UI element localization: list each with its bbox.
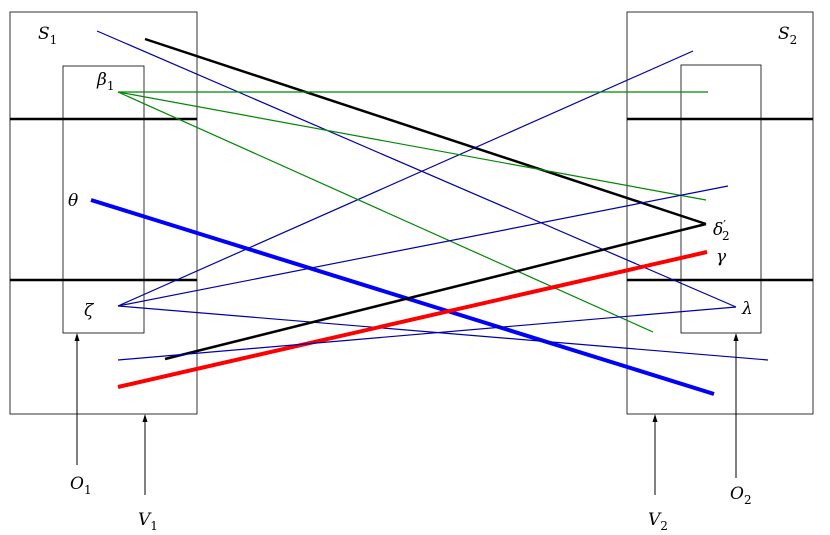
separators <box>10 117 813 282</box>
label-main: β <box>96 70 107 90</box>
label-sub: 2 <box>744 493 752 507</box>
label-sub: 1 <box>107 79 115 93</box>
label-sub: 1 <box>150 519 158 533</box>
label: θ <box>68 191 78 211</box>
label: S2 <box>778 24 797 47</box>
arrows <box>74 333 739 495</box>
label: O2 <box>730 484 752 507</box>
label-main: V <box>648 510 662 530</box>
label-main: O <box>730 484 744 504</box>
label-main: γ <box>716 247 727 267</box>
line <box>117 250 708 389</box>
label: O1 <box>70 474 92 497</box>
outer-box-left <box>9 11 198 415</box>
line <box>96 30 737 308</box>
label-sup: ′ <box>723 218 726 232</box>
inner-box-right <box>680 64 762 334</box>
label: δ′ 2 <box>713 218 730 243</box>
label: S1 <box>38 24 57 47</box>
label-sub: 2 <box>660 519 668 533</box>
label-main: ζ <box>84 301 95 321</box>
label-main: θ <box>68 191 78 211</box>
label: λ <box>741 299 753 319</box>
line <box>117 50 694 307</box>
outer-box-right <box>626 11 814 415</box>
label-sub: 1 <box>84 483 92 497</box>
line <box>117 185 729 307</box>
label-main: V <box>138 510 152 530</box>
line <box>164 222 707 361</box>
label-main: O <box>70 474 84 494</box>
boxes <box>9 11 814 415</box>
label-sub: 2 <box>722 229 730 243</box>
label: V1 <box>138 510 158 533</box>
label: γ <box>716 247 727 267</box>
line <box>117 91 654 333</box>
label-main: λ <box>741 299 753 319</box>
label-main: δ <box>713 220 723 240</box>
label-main: S <box>778 24 790 44</box>
line <box>117 305 769 361</box>
label-sub: 2 <box>790 33 798 47</box>
label-main: S <box>38 24 50 44</box>
line <box>117 91 707 201</box>
label: V2 <box>648 510 668 533</box>
line <box>144 37 707 226</box>
line <box>90 198 715 396</box>
connections <box>90 30 769 396</box>
label-sub: 1 <box>50 33 58 47</box>
label: ζ <box>84 301 95 321</box>
line <box>117 306 737 361</box>
inner-box-left <box>62 65 145 334</box>
label: β1 <box>96 70 114 93</box>
